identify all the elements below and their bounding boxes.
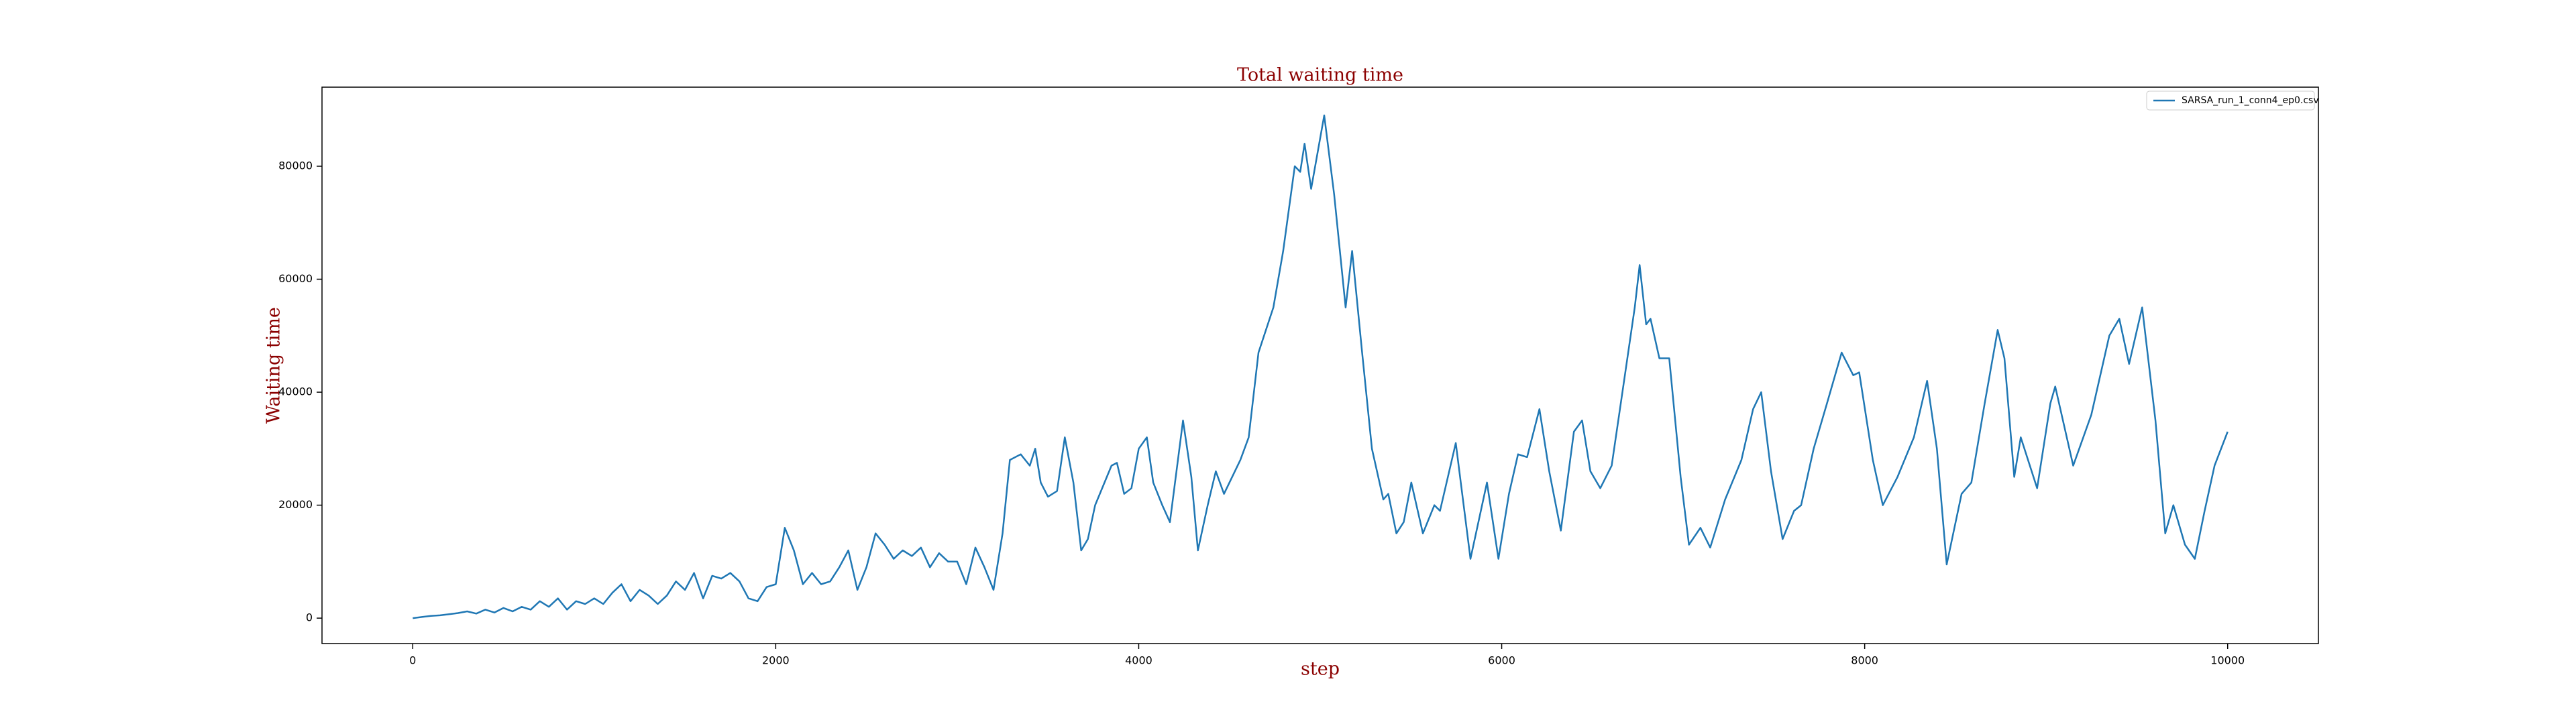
y-tick-label: 80000 [278,159,313,172]
y-axis-label: Waiting time [264,307,284,424]
chart-title: Total waiting time [1237,65,1403,86]
legend-label: SARSA_run_1_conn4_ep0.csv [2182,95,2319,106]
y-tick-label: 0 [306,611,313,624]
x-tick-label: 8000 [1851,654,1878,667]
y-tick-label: 40000 [278,385,313,398]
x-tick-label: 10000 [2210,654,2245,667]
x-axis-label: step [1301,659,1340,680]
axes-frame [321,86,2319,644]
y-tick-label: 60000 [278,272,313,285]
y-tick-label: 20000 [278,498,313,511]
x-tick-label: 2000 [762,654,790,667]
x-tick-label: 0 [409,654,416,667]
x-tick-label: 4000 [1125,654,1152,667]
x-tick-label: 6000 [1488,654,1515,667]
legend-box [2146,90,2315,111]
data-line [413,114,2229,619]
